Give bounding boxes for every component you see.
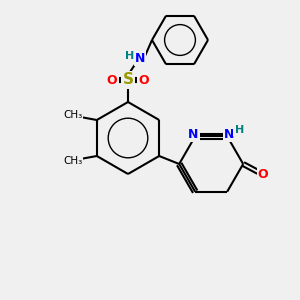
Text: N: N <box>135 52 145 64</box>
Text: N: N <box>188 128 198 141</box>
Text: CH₃: CH₃ <box>63 110 82 120</box>
Text: N: N <box>224 128 234 141</box>
Text: H: H <box>125 51 135 61</box>
Text: O: O <box>139 74 149 86</box>
Text: S: S <box>122 73 134 88</box>
Text: H: H <box>235 125 244 135</box>
Text: O: O <box>258 169 268 182</box>
Text: CH₃: CH₃ <box>63 156 82 166</box>
Text: O: O <box>107 74 117 86</box>
